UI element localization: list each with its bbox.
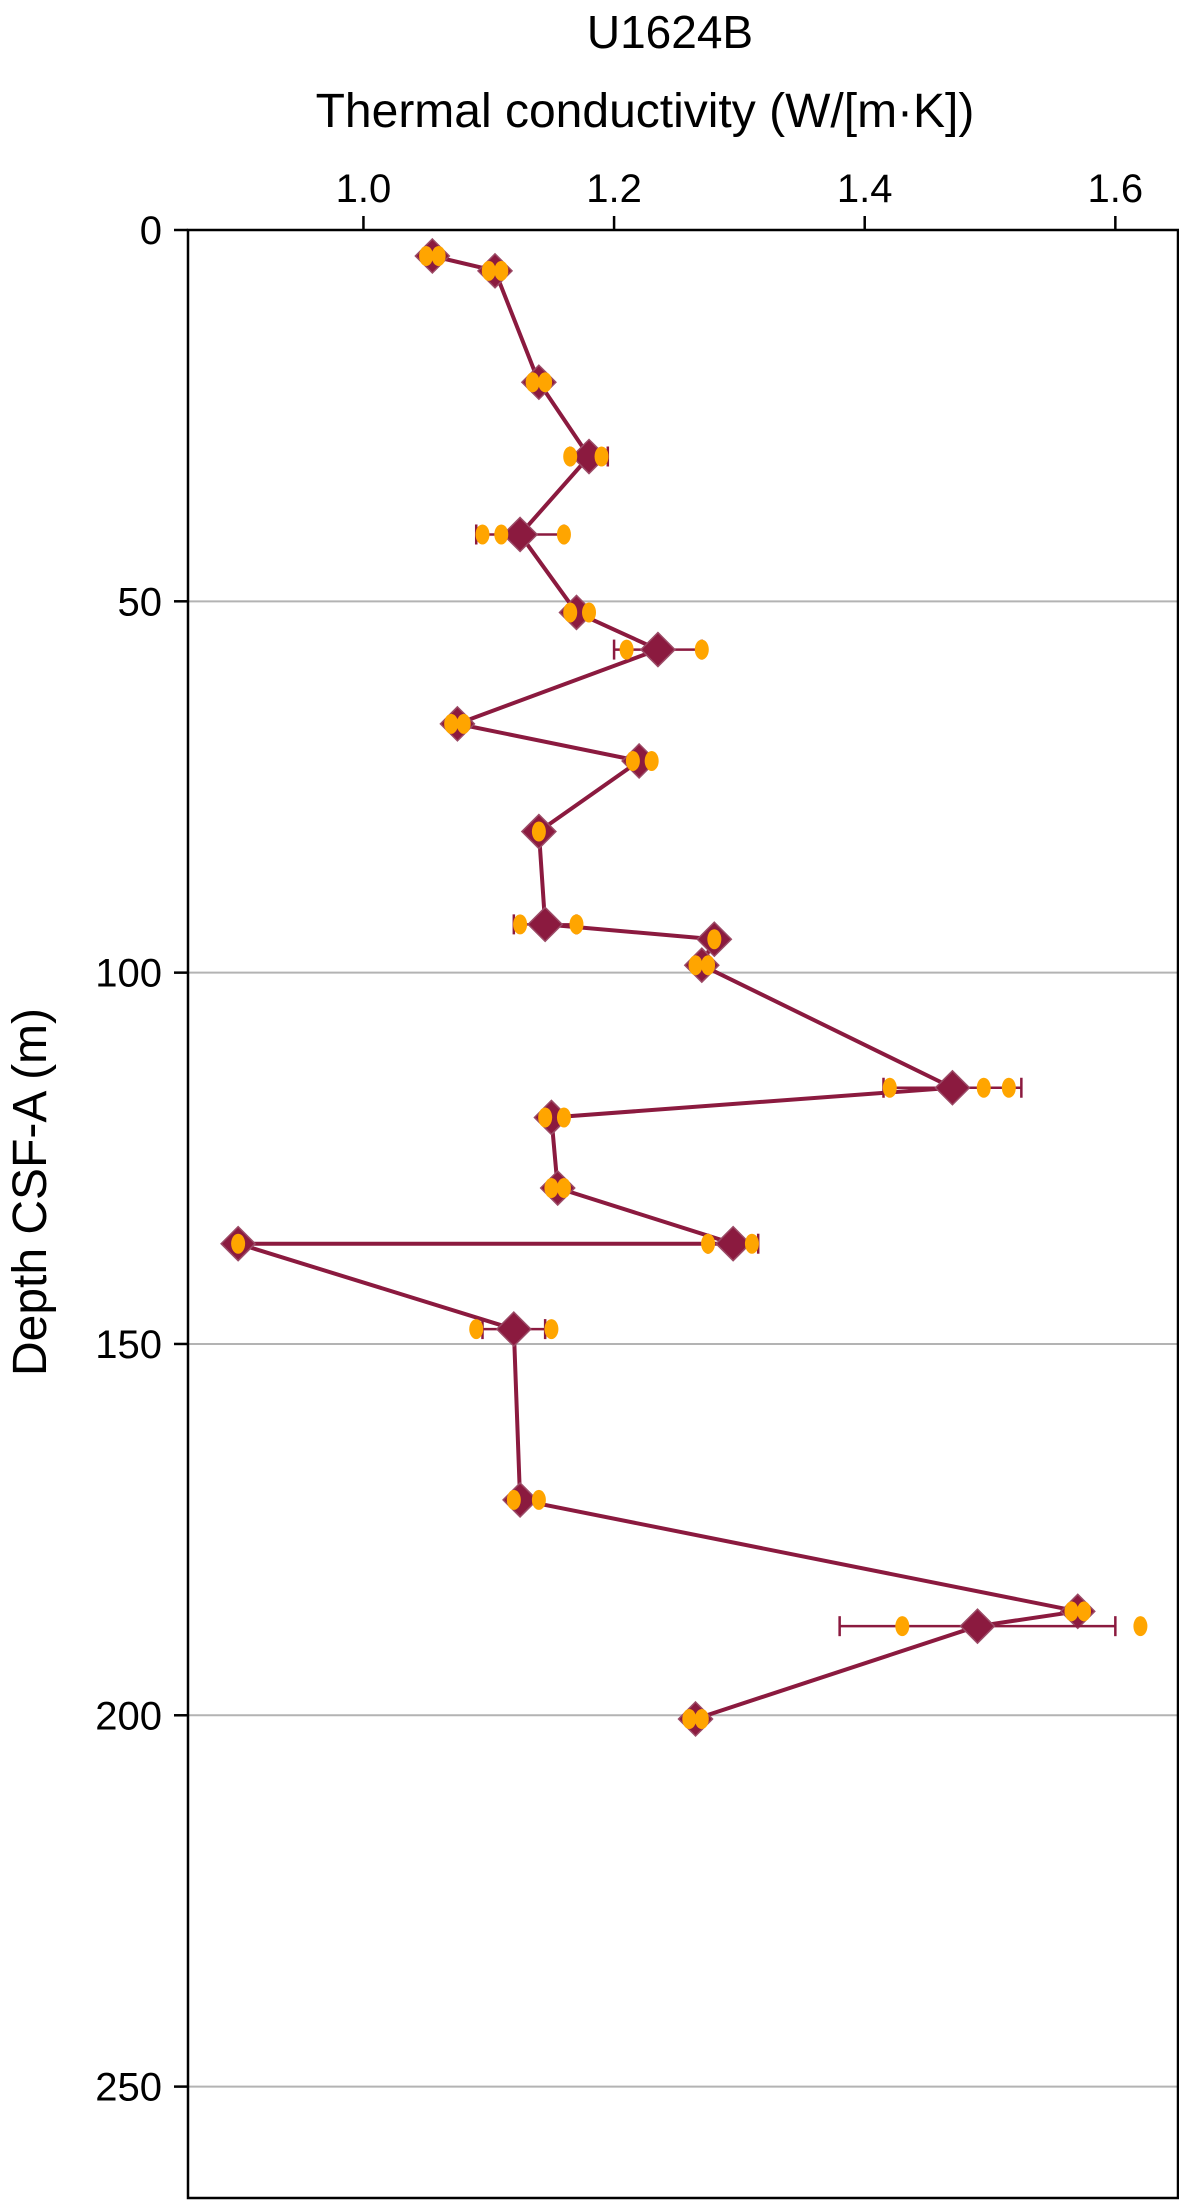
measurement-point [431, 245, 446, 266]
chart-title: U1624B [587, 6, 753, 58]
y-tick-label: 150 [95, 1323, 162, 1367]
measurement-point [625, 750, 640, 771]
y-axis-label: Depth CSF-A (m) [4, 1008, 57, 1376]
measurement-point [1001, 1077, 1016, 1098]
measurement-point [506, 1489, 521, 1510]
y-tick-label: 50 [118, 580, 163, 624]
measurement-point [538, 1107, 553, 1128]
data-series [220, 237, 1148, 1738]
measurement-point [688, 955, 703, 976]
x-tick-label: 1.4 [837, 167, 893, 211]
x-axis-label: Thermal conductivity (W/[m·K]) [316, 85, 975, 138]
y-tick-label: 100 [95, 952, 162, 996]
measurement-point [569, 914, 584, 935]
x-tick-label: 1.0 [336, 167, 392, 211]
measurement-point [444, 713, 459, 734]
measurement-point [882, 1077, 897, 1098]
measurement-point [419, 245, 434, 266]
measurement-point [701, 1233, 716, 1254]
measurement-point [494, 260, 509, 281]
measurement-point [556, 1107, 571, 1128]
y-tick-label: 250 [95, 2066, 162, 2110]
mean-point [639, 631, 676, 668]
measurement-point [619, 639, 634, 660]
x-tick-label: 1.2 [586, 167, 642, 211]
mean-point [495, 1311, 532, 1348]
measurement-point [556, 524, 571, 545]
measurement-point [744, 1233, 759, 1254]
measurement-point [701, 955, 716, 976]
measurement-point [531, 1489, 546, 1510]
x-tick-label: 1.6 [1088, 167, 1144, 211]
measurement-point [469, 1319, 484, 1340]
mean-point [959, 1608, 996, 1645]
measurement-point [556, 1178, 571, 1199]
mean-point [715, 1225, 752, 1262]
measurement-point [544, 1178, 559, 1199]
mean-point [502, 516, 539, 553]
measurement-point [538, 372, 553, 393]
measurement-point [682, 1708, 697, 1729]
measurement-point [1133, 1616, 1148, 1637]
mean-point [527, 906, 564, 943]
measurement-point [895, 1616, 910, 1637]
measurement-point [563, 446, 578, 467]
y-tick-label: 0 [140, 209, 162, 253]
y-tick-label: 200 [95, 1694, 162, 1738]
measurement-point [475, 524, 490, 545]
measurement-point [694, 639, 709, 660]
measurement-point [1077, 1601, 1092, 1622]
measurement-point [494, 524, 509, 545]
measurement-point [481, 260, 496, 281]
measurement-point [582, 602, 597, 623]
measurement-point [563, 602, 578, 623]
measurement-point [544, 1319, 559, 1340]
grid-lines [188, 600, 1178, 2088]
measurement-point [525, 372, 540, 393]
x-axis-ticks: 1.0 1.2 1.4 1.6 [336, 167, 1144, 230]
measurement-point [513, 914, 528, 935]
measurement-point [694, 1708, 709, 1729]
measurement-point [1064, 1601, 1079, 1622]
mean-point [934, 1069, 971, 1106]
measurement-point [531, 821, 546, 842]
series-line [236, 254, 1080, 1721]
measurement-point [594, 446, 609, 467]
y-axis-ticks: 0 50 100 150 200 250 [95, 209, 188, 2110]
measurement-point [231, 1233, 246, 1254]
measurement-point [976, 1077, 991, 1098]
measurement-point [644, 750, 659, 771]
measurement-point [456, 713, 471, 734]
plot-frame [186, 228, 1179, 2200]
measurement-point [707, 929, 722, 950]
